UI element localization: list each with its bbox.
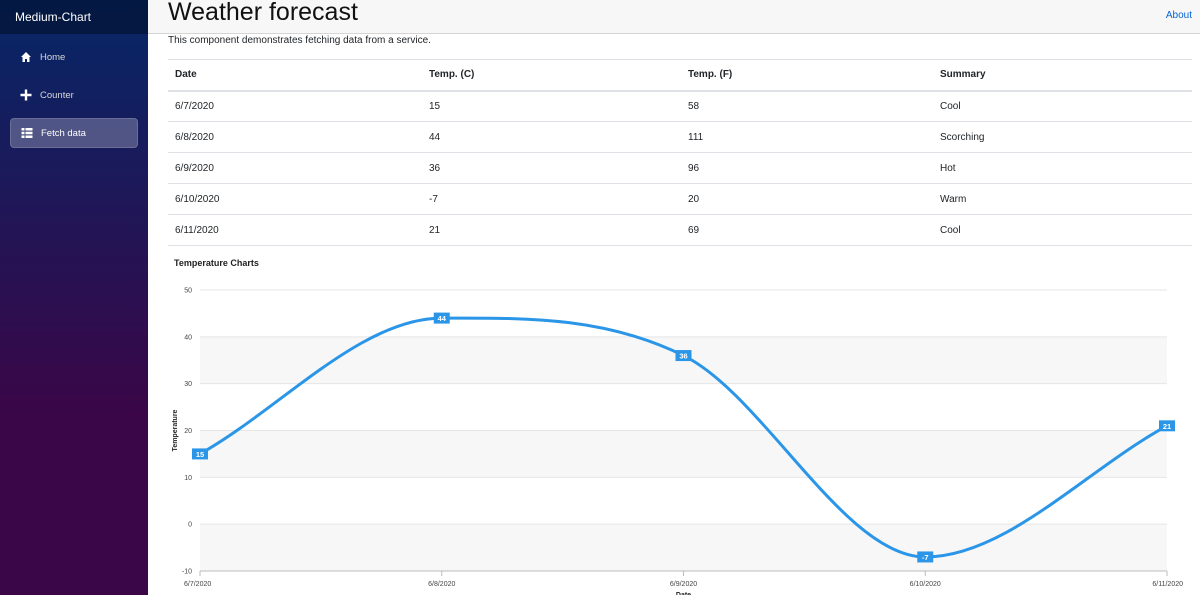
table-row: 6/7/2020 15 58 Cool [168,90,1192,122]
data-label-box [675,350,692,362]
cell-temp-c: -7 [422,183,681,215]
cell-summary: Cool [933,90,1192,122]
cell-date: 6/10/2020 [168,183,422,215]
y-tick-label: 0 [188,522,192,529]
cell-temp-c: 15 [422,90,681,122]
y-tick-label: 50 [184,288,192,295]
data-label-box [433,312,450,324]
table-row: 6/10/2020 -7 20 Warm [168,183,1192,215]
table-row: 6/9/2020 36 96 Hot [168,152,1192,184]
cell-date: 6/9/2020 [168,152,422,184]
data-label-box [192,448,208,460]
plus-icon [20,89,32,101]
cell-date: 6/11/2020 [168,214,422,246]
cell-temp-f: 58 [681,90,933,122]
data-label: 36 [679,352,687,361]
x-tick-label: 6/7/2020 [184,581,211,588]
about-link[interactable]: About [1165,10,1192,21]
list-icon [21,127,33,139]
cell-temp-f: 96 [681,152,933,184]
x-tick-label: 6/9/2020 [670,581,697,588]
cell-temp-f: 20 [681,183,933,215]
x-tick-label: 6/11/2020 [1152,581,1183,588]
y-tick-label: 30 [184,381,192,388]
table-header-row: Date Temp. (C) Temp. (F) Summary [168,59,1192,92]
y-tick-label: 10 [184,475,192,482]
column-header-temp-f: Temp. (F) [681,59,933,92]
cell-summary: Warm [933,183,1192,215]
table-row: 6/11/2020 21 69 Cool [168,214,1192,246]
cell-temp-f: 111 [681,121,933,153]
temperature-chart: -10 0 10 20 30 40 50 6/7/2020 6/8/2020 6/9/2020 6/… [168,252,1200,595]
data-label: -7 [922,553,929,562]
nav-item-label: Home [40,51,66,63]
x-tick-label: 6/8/2020 [428,581,455,588]
chart-grid-band [200,524,1167,571]
chart-title: Temperature Charts [174,258,259,268]
forecast-table: Date Temp. (C) Temp. (F) Summary 6/7/202… [168,59,1192,246]
nav-item-label: Fetch data [41,127,86,139]
x-tick-label: 6/10/2020 [910,581,941,588]
cell-date: 6/8/2020 [168,121,422,153]
nav-menu: Home Counter Fetch data [0,34,148,148]
nav-item-fetch-data[interactable]: Fetch data [10,118,138,148]
data-label: 21 [1163,422,1171,431]
cell-summary: Scorching [933,121,1192,153]
cell-temp-f: 69 [681,214,933,246]
data-label: 44 [438,314,447,323]
y-axis-label: Temperature [172,409,179,451]
y-tick-label: -10 [182,569,192,576]
brand-link[interactable]: Medium-Chart [15,10,92,24]
nav-item-home[interactable]: Home [10,42,138,72]
page-description: This component demonstrates fetching dat… [168,35,431,46]
chart-grid-band [200,430,1167,478]
top-row: About [148,0,1200,34]
cell-temp-c: 36 [422,152,681,184]
data-label-box [917,551,934,563]
table-row: 6/8/2020 44 111 Scorching [168,121,1192,153]
home-icon [20,51,32,63]
cell-summary: Cool [933,214,1192,246]
x-axis-label: Date [676,592,691,595]
cell-temp-c: 44 [422,121,681,153]
cell-temp-c: 21 [422,214,681,246]
temperature-chart-svg: -10 0 10 20 30 40 50 6/7/2020 6/8/2020 6/9/2020 6/… [172,258,1183,595]
nav-item-counter[interactable]: Counter [10,80,138,110]
column-header-date: Date [168,59,422,92]
data-label-box [1159,420,1175,432]
y-tick-label: 40 [184,334,192,341]
y-tick-label: 20 [184,428,192,435]
page-title: Weather forecast [168,0,358,26]
data-label: 15 [196,450,204,459]
column-header-summary: Summary [933,59,1192,92]
column-header-temp-c: Temp. (C) [422,59,681,92]
brand-bar: Medium-Chart [0,0,148,34]
cell-summary: Hot [933,152,1192,184]
sidebar: Medium-Chart Home Counter Fetch data [0,0,148,595]
cell-date: 6/7/2020 [168,90,422,122]
nav-item-label: Counter [40,89,74,101]
